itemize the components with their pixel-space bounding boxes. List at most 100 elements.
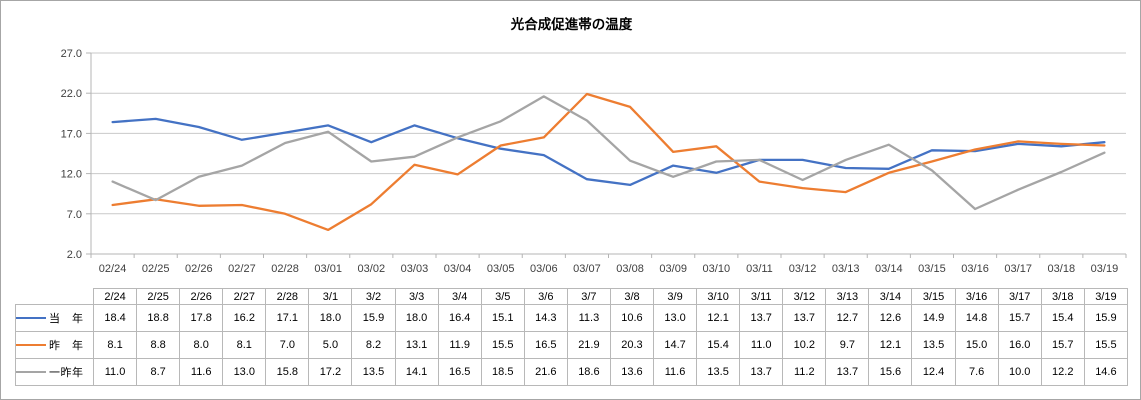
table-value-cell: 14.1 bbox=[394, 358, 439, 386]
table-value-cell: 8.7 bbox=[136, 358, 181, 386]
table-date-header: 3/14 bbox=[868, 288, 913, 305]
series-line-一昨年 bbox=[111, 95, 1106, 211]
legend-entry: 当 年 bbox=[16, 310, 93, 326]
table-value-cell: 18.6 bbox=[566, 358, 611, 386]
table-value-cell: 18.0 bbox=[308, 304, 353, 332]
table-date-header: 3/13 bbox=[825, 288, 870, 305]
x-axis-label: 02/26 bbox=[185, 263, 213, 275]
x-axis-label: 03/17 bbox=[1004, 263, 1032, 275]
table-value-cell: 18.5 bbox=[480, 358, 525, 386]
table-date-header: 3/7 bbox=[566, 288, 611, 305]
table-row: 当 年 18.4 18.8 17.8 16.2 17.1 18.0 15.9 18.0 16.4 1… bbox=[15, 304, 1129, 332]
table-value-cell: 14.9 bbox=[911, 304, 956, 332]
x-axis-label: 03/03 bbox=[401, 263, 429, 275]
x-axis-label: 03/16 bbox=[961, 263, 989, 275]
table-value-cell: 13.7 bbox=[825, 358, 870, 386]
legend-cell: 当 年 bbox=[15, 304, 94, 332]
table-date-header: 3/11 bbox=[739, 288, 784, 305]
x-axis-label: 03/14 bbox=[875, 263, 903, 275]
y-axis-label: 7.0 bbox=[67, 209, 82, 221]
table-date-header: 2/24 bbox=[92, 288, 138, 305]
table-value-cell: 13.7 bbox=[782, 304, 827, 332]
x-axis-label: 02/25 bbox=[142, 263, 170, 275]
table-date-header: 3/10 bbox=[696, 288, 741, 305]
table-value-cell: 11.6 bbox=[179, 358, 224, 386]
table-date-header: 3/4 bbox=[437, 288, 482, 305]
table-value-cell: 15.9 bbox=[1083, 304, 1129, 332]
y-axis-label: 2.0 bbox=[67, 249, 82, 261]
table-value-cell: 8.0 bbox=[179, 331, 224, 359]
table-value-cell: 15.1 bbox=[480, 304, 525, 332]
y-axis-label: 22.0 bbox=[61, 88, 82, 100]
table-value-cell: 12.1 bbox=[868, 331, 913, 359]
table-date-header: 3/6 bbox=[523, 288, 568, 305]
chart-title: 光合成促進帯の温度 bbox=[510, 17, 633, 32]
table-value-cell: 15.4 bbox=[1040, 304, 1085, 332]
table-date-header: 3/18 bbox=[1040, 288, 1085, 305]
table-date-header: 3/9 bbox=[653, 288, 698, 305]
table-value-cell: 17.2 bbox=[308, 358, 353, 386]
table-date-header: 3/19 bbox=[1083, 288, 1129, 305]
legend-entry: 昨 年 bbox=[16, 337, 93, 353]
legend-label: 一昨年 bbox=[49, 367, 84, 379]
x-axis-label: 03/15 bbox=[918, 263, 946, 275]
series-line-当年 bbox=[111, 117, 1106, 187]
table-value-cell: 16.5 bbox=[523, 331, 568, 359]
table-value-cell: 15.7 bbox=[997, 304, 1042, 332]
table-row: 昨 年 8.1 8.8 8.0 8.1 7.0 5.0 8.2 13.1 11.9 15.5 16.5… bbox=[15, 331, 1129, 359]
legend-entry: 一昨年 bbox=[16, 364, 93, 380]
table-value-cell: 5.0 bbox=[308, 331, 353, 359]
table-value-cell: 16.4 bbox=[437, 304, 482, 332]
table-value-cell: 15.0 bbox=[954, 331, 999, 359]
table-value-cell: 11.3 bbox=[566, 304, 611, 332]
x-axis-label: 03/01 bbox=[314, 263, 342, 275]
table-date-header: 3/2 bbox=[351, 288, 396, 305]
x-axis-label: 03/18 bbox=[1048, 263, 1076, 275]
x-axis-label: 03/06 bbox=[530, 263, 558, 275]
table-value-cell: 15.5 bbox=[1083, 331, 1129, 359]
y-axis-label: 17.0 bbox=[61, 128, 82, 140]
table-header-row: 2/24 2/25 2/26 2/27 2/28 3/1 3/2 3/3 3/4 3/5 3/6 3/… bbox=[16, 288, 1129, 305]
table-value-cell: 8.8 bbox=[136, 331, 181, 359]
legend-line-icon bbox=[16, 343, 46, 347]
legend-line-icon bbox=[16, 316, 46, 320]
table-value-cell: 17.1 bbox=[265, 304, 310, 332]
table-value-cell: 13.7 bbox=[739, 358, 784, 386]
table-date-header: 3/17 bbox=[997, 288, 1042, 305]
legend-label: 昨 年 bbox=[49, 340, 84, 352]
temperature-line-chart: 27.0 22.0 17.0 12.0 7.0 2.0 02/24 02/25 02/26 02/… bbox=[61, 48, 1127, 275]
table-value-cell: 7.0 bbox=[265, 331, 310, 359]
table-value-cell: 15.8 bbox=[265, 358, 310, 386]
x-axis-label: 02/24 bbox=[99, 263, 127, 275]
table-value-cell: 16.0 bbox=[997, 331, 1042, 359]
x-axis-label: 03/13 bbox=[832, 263, 860, 275]
table-value-cell: 15.9 bbox=[351, 304, 396, 332]
table-value-cell: 13.5 bbox=[911, 331, 956, 359]
table-value-cell: 20.3 bbox=[609, 331, 655, 359]
x-axis-label: 03/02 bbox=[358, 263, 386, 275]
table-value-cell: 11.0 bbox=[92, 358, 138, 386]
table-value-cell: 13.0 bbox=[653, 304, 698, 332]
table-date-header: 2/28 bbox=[265, 288, 310, 305]
table-value-cell: 9.7 bbox=[825, 331, 870, 359]
table-date-header: 2/25 bbox=[136, 288, 181, 305]
table-value-cell: 14.3 bbox=[523, 304, 568, 332]
table-value-cell: 13.5 bbox=[696, 358, 741, 386]
table-value-cell: 16.2 bbox=[222, 304, 267, 332]
table-value-cell: 10.0 bbox=[997, 358, 1042, 386]
table-value-cell: 13.5 bbox=[351, 358, 396, 386]
data-table: 2/24 2/25 2/26 2/27 2/28 3/1 3/2 3/3 3/4 3/5 3/6 3/… bbox=[15, 288, 1129, 386]
x-axis-label: 03/08 bbox=[616, 263, 644, 275]
table-date-header: 2/26 bbox=[179, 288, 224, 305]
table-value-cell: 8.1 bbox=[222, 331, 267, 359]
table-date-header: 3/8 bbox=[609, 288, 655, 305]
table-value-cell: 13.7 bbox=[739, 304, 784, 332]
x-axis-label: 03/12 bbox=[789, 263, 817, 275]
y-axis-label: 27.0 bbox=[61, 48, 82, 60]
table-date-header: 3/12 bbox=[782, 288, 827, 305]
x-axis-label: 03/09 bbox=[659, 263, 687, 275]
table-value-cell: 12.6 bbox=[868, 304, 913, 332]
table-value-cell: 13.1 bbox=[394, 331, 439, 359]
table-value-cell: 8.1 bbox=[92, 331, 138, 359]
